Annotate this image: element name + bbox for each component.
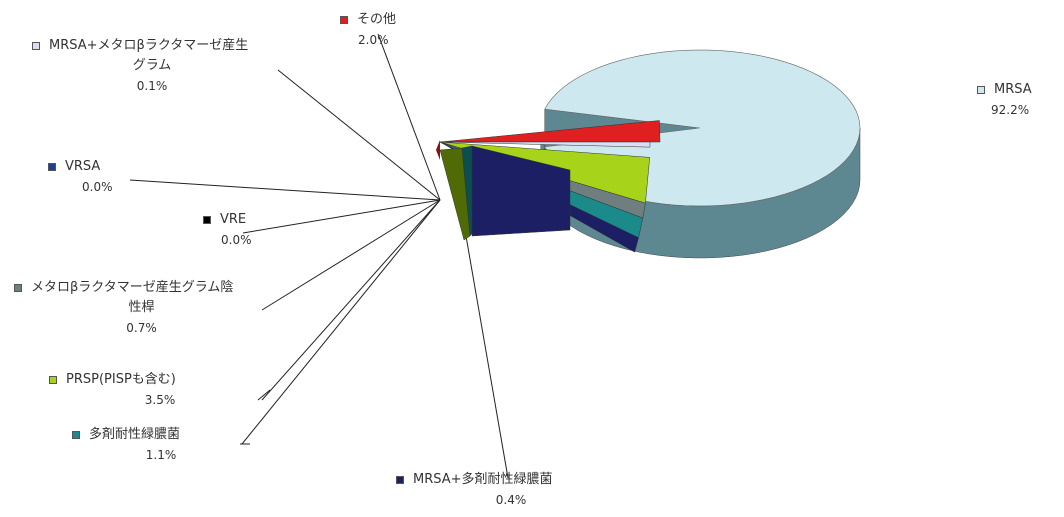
legend-swatch-mrsa-mdrp [396,476,404,484]
legend-swatch-vrsa [48,163,56,171]
leader-metallo [261,199,441,311]
label-prsp-name: PRSP(PISPも含む) [66,372,176,387]
label-mdrp-name: 多剤耐性緑膿菌 [89,427,181,442]
label-metallo-name-1: メタロβラクタマーゼ産生グラム陰 [31,280,234,295]
label-mrsa-metallo: MRSA+メタロβラクタマーゼ産生 グラム 0.1% [32,36,272,96]
leader-prsp-elbow [257,389,271,401]
legend-swatch-metallo [14,284,22,292]
label-vrsa-pct: 0.0% [82,180,113,194]
label-mrsa-mdrp-name: MRSA+多剤耐性緑膿菌 [413,472,553,487]
slice-other-side [436,140,440,160]
leader-other [377,33,441,201]
legend-swatch-mrsa-metallo [32,42,40,50]
label-mrsa: MRSA 92.2% [977,80,1032,120]
leader-mrsa-metallo [277,69,441,201]
label-mrsa-mdrp: MRSA+多剤耐性緑膿菌 0.4% [396,470,626,510]
legend-swatch-other [340,16,348,24]
label-metallo: メタロβラクタマーゼ産生グラム陰 性桿 0.7% [14,278,269,338]
label-prsp-pct: 3.5% [144,393,176,407]
label-metallo-name-2: 性桿 [128,300,155,315]
label-prsp: PRSP(PISPも含む) 3.5% [49,370,271,410]
leader-vrsa [129,179,441,201]
label-other-pct: 2.0% [358,33,389,47]
label-mrsa-metallo-name-2: グラム [132,58,172,73]
label-mrsa-mdrp-pct: 0.4% [495,493,527,507]
label-vre: VRE 0.0% [203,210,252,250]
label-vrsa-name: VRSA [65,159,101,174]
slice-mrsa-mdrp-side [471,145,571,237]
leader-mrsa-mdrp [465,235,509,479]
legend-swatch-mdrp [72,431,80,439]
label-mrsa-pct: 92.2% [991,103,1030,117]
label-vre-pct: 0.0% [221,233,252,247]
legend-swatch-mrsa [977,86,985,94]
label-mrsa-name: MRSA [994,82,1032,97]
label-other-name: その他 [357,12,397,27]
leader-vre [242,199,441,234]
label-mrsa-metallo-name-1: MRSA+メタロβラクタマーゼ産生 [49,38,249,53]
label-mdrp: 多剤耐性緑膿菌 1.1% [72,425,250,465]
label-metallo-pct: 0.7% [126,321,157,335]
leader-lines [129,33,509,479]
label-mrsa-metallo-pct: 0.1% [136,79,168,93]
legend-swatch-prsp [49,376,57,384]
label-vrsa: VRSA 0.0% [48,157,113,197]
pie-slices [436,49,861,259]
leader-prsp [261,199,441,401]
leader-mdrp [241,199,441,445]
label-mdrp-pct: 1.1% [145,448,177,462]
label-other: その他 2.0% [340,10,396,50]
label-vre-name: VRE [220,212,247,227]
slice-small-1 [439,141,651,148]
legend-swatch-vre [203,216,211,224]
